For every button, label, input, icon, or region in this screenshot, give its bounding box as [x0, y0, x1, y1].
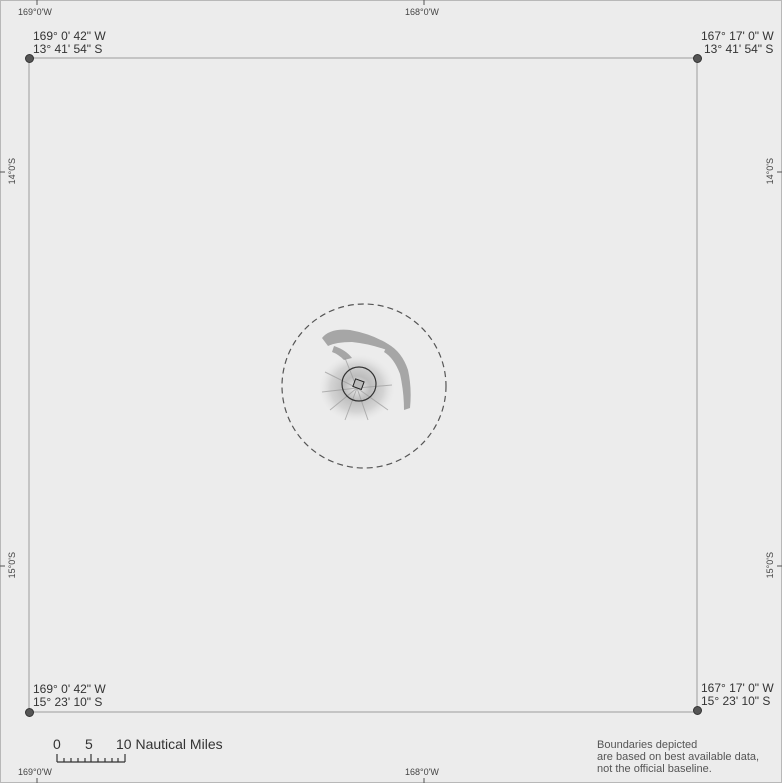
note-line-2: are based on best available data, — [597, 751, 760, 763]
corner-lon: 169° 0' 42" W — [33, 682, 106, 696]
corner-lat: 15° 23' 10" S — [33, 695, 103, 709]
tick-label-top-left: 169°0'W — [18, 7, 52, 17]
tick-label-right-upper: 14°0'S — [765, 158, 775, 185]
corner-lat: 13° 41' 54" S — [704, 42, 774, 56]
corner-label-top-left: 169° 0' 42" W 13° 41' 54" S — [33, 30, 106, 56]
corner-label-bottom-left: 169° 0' 42" W 15° 23' 10" S — [33, 683, 106, 709]
note-line-1: Boundaries depicted — [597, 739, 698, 751]
corner-marker-bottom-left[interactable] — [25, 708, 34, 717]
tick-label-left-upper: 14°0'S — [7, 158, 17, 185]
tick-label-right-lower: 15°0'S — [765, 552, 775, 579]
tick-label-bottom-middle: 168°0'W — [405, 767, 439, 777]
boundary-rectangle — [28, 57, 698, 713]
corner-label-top-right: 167° 17' 0" W 13° 41' 54" S — [701, 30, 774, 56]
corner-label-bottom-right: 167° 17' 0" W 15° 23' 10" S — [701, 682, 774, 708]
scale-label-5: 5 — [85, 736, 93, 752]
boundary-circle — [281, 303, 447, 469]
corner-marker-top-right[interactable] — [693, 54, 702, 63]
corner-marker-bottom-right[interactable] — [693, 706, 702, 715]
seamount-feature — [319, 354, 395, 422]
corner-lat: 15° 23' 10" S — [701, 694, 771, 708]
corner-marker-top-left[interactable] — [25, 54, 34, 63]
tick-label-bottom-left: 169°0'W — [18, 767, 52, 777]
ridge-feature — [322, 329, 411, 410]
tick-label-left-lower: 15°0'S — [7, 552, 17, 579]
corner-lon: 167° 17' 0" W — [701, 29, 774, 43]
corner-lat: 13° 41' 54" S — [33, 42, 103, 56]
scale-label-0: 0 — [53, 736, 61, 752]
tick-label-top-middle: 168°0'W — [405, 7, 439, 17]
corner-lon: 169° 0' 42" W — [33, 29, 106, 43]
note-line-3: not the official baseline. — [597, 763, 712, 775]
scale-label-10: 10 Nautical Miles — [116, 736, 223, 752]
scale-ruler — [56, 754, 126, 763]
corner-lon: 167° 17' 0" W — [701, 681, 774, 695]
disclaimer-note: Boundaries depicted are based on best av… — [597, 739, 759, 775]
